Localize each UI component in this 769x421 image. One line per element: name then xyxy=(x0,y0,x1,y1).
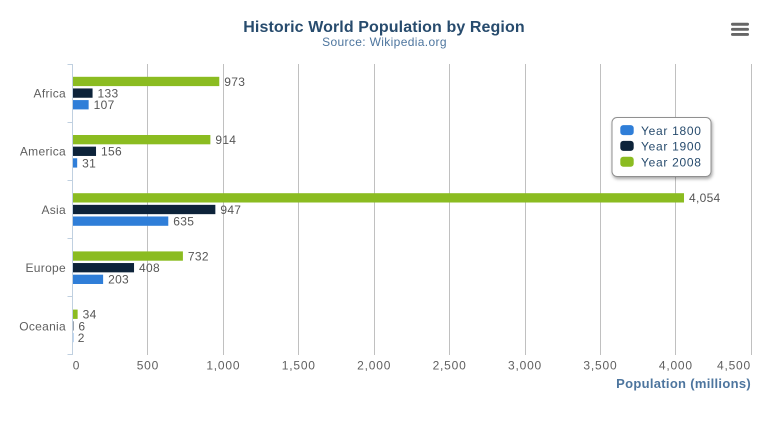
svg-text:156: 156 xyxy=(101,145,122,159)
svg-text:0: 0 xyxy=(73,359,80,373)
svg-text:America: America xyxy=(20,145,66,159)
svg-text:4,500: 4,500 xyxy=(717,359,751,373)
svg-text:3,000: 3,000 xyxy=(508,359,542,373)
svg-text:4,000: 4,000 xyxy=(659,359,693,373)
svg-text:1,500: 1,500 xyxy=(282,359,316,373)
svg-text:4,054: 4,054 xyxy=(689,191,721,205)
svg-text:2,000: 2,000 xyxy=(357,359,391,373)
svg-text:2: 2 xyxy=(78,331,85,345)
svg-text:2,500: 2,500 xyxy=(433,359,467,373)
svg-text:107: 107 xyxy=(94,98,115,112)
svg-text:31: 31 xyxy=(82,156,96,170)
svg-text:947: 947 xyxy=(220,203,241,217)
svg-text:1,000: 1,000 xyxy=(206,359,240,373)
svg-text:Africa: Africa xyxy=(34,86,66,100)
svg-text:914: 914 xyxy=(215,133,236,147)
svg-text:3,500: 3,500 xyxy=(583,359,617,373)
svg-text:Year 1800: Year 1800 xyxy=(641,124,702,138)
svg-text:500: 500 xyxy=(137,359,159,373)
svg-text:635: 635 xyxy=(173,214,194,228)
svg-text:732: 732 xyxy=(188,249,209,263)
svg-text:203: 203 xyxy=(108,273,129,287)
svg-text:Europe: Europe xyxy=(26,261,67,275)
svg-text:408: 408 xyxy=(139,261,160,275)
svg-text:Population (millions): Population (millions) xyxy=(616,376,751,391)
svg-text:Year 2008: Year 2008 xyxy=(641,155,702,169)
svg-text:Historic World Population by R: Historic World Population by Region xyxy=(243,19,524,36)
svg-text:Oceania: Oceania xyxy=(19,319,66,333)
svg-text:973: 973 xyxy=(224,75,245,89)
svg-text:Source: Wikipedia.org: Source: Wikipedia.org xyxy=(322,35,447,49)
svg-text:Asia: Asia xyxy=(41,203,66,217)
svg-text:Year 1900: Year 1900 xyxy=(641,140,702,154)
